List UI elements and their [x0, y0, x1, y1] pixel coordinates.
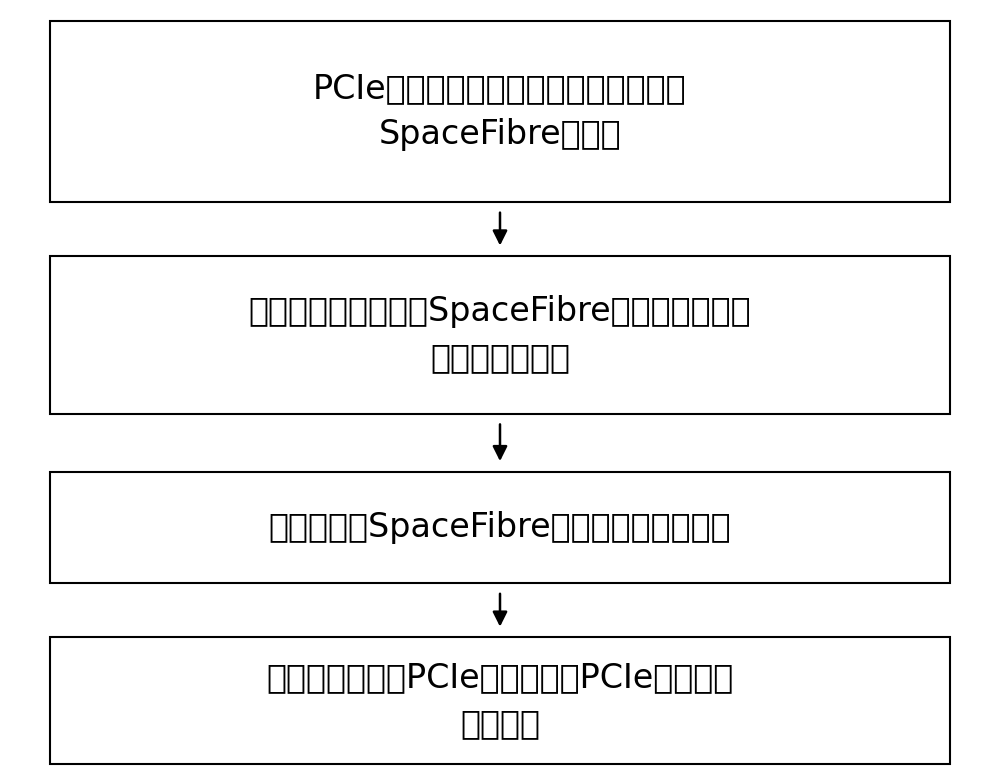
Text: 判断并记录每个完整SpaceFibre数据包分别对应
的虚拟通道编号: 判断并记录每个完整SpaceFibre数据包分别对应 的虚拟通道编号: [249, 296, 751, 374]
Bar: [50, 471, 950, 584]
Text: 对每个完整SpaceFibre数据包重新进行打包: 对每个完整SpaceFibre数据包重新进行打包: [269, 511, 731, 544]
Text: 将打包数据按照PCIe协议标准由PCIe接口发送
至计算机: 将打包数据按照PCIe协议标准由PCIe接口发送 至计算机: [266, 661, 734, 740]
Bar: [50, 256, 950, 414]
Bar: [50, 21, 950, 202]
Text: PCIe管理模块接收各个虚拟通道的完整
SpaceFibre数据包: PCIe管理模块接收各个虚拟通道的完整 SpaceFibre数据包: [313, 72, 687, 151]
Bar: [50, 638, 950, 764]
